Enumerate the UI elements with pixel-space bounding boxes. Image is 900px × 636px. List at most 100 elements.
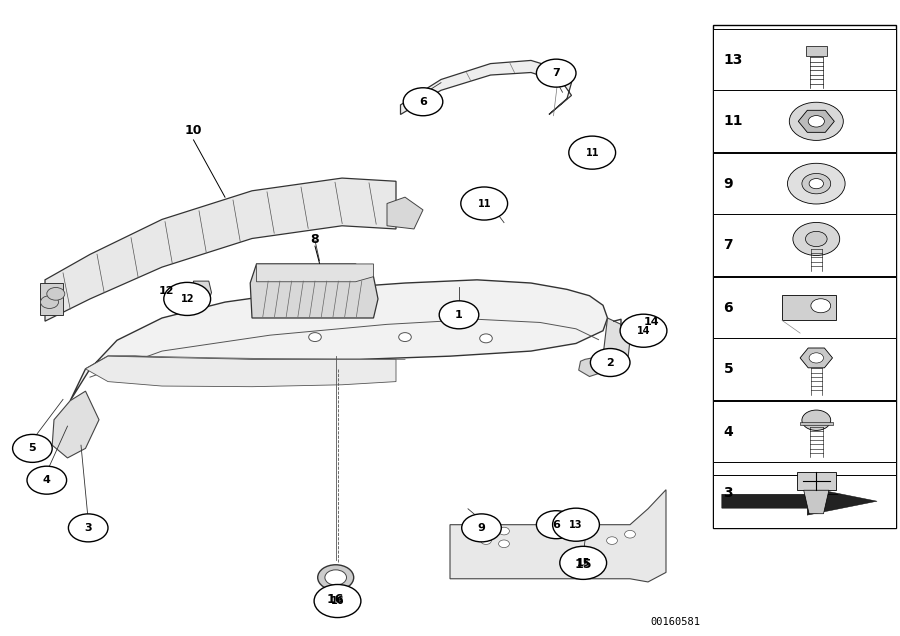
Circle shape <box>560 546 607 579</box>
Circle shape <box>13 434 52 462</box>
Polygon shape <box>45 178 396 321</box>
Text: 6: 6 <box>553 520 560 530</box>
Circle shape <box>439 301 479 329</box>
Circle shape <box>808 116 824 127</box>
Text: 5: 5 <box>724 363 733 377</box>
Bar <box>713 29 896 90</box>
Circle shape <box>811 299 831 313</box>
Circle shape <box>481 537 491 544</box>
Circle shape <box>499 540 509 548</box>
Circle shape <box>625 530 635 538</box>
Text: 00160581: 00160581 <box>650 617 700 627</box>
Polygon shape <box>256 264 374 282</box>
Circle shape <box>569 136 616 169</box>
Circle shape <box>318 565 354 590</box>
Text: 15: 15 <box>574 558 592 570</box>
Circle shape <box>47 287 65 300</box>
Circle shape <box>325 570 346 585</box>
Circle shape <box>806 232 827 247</box>
Text: 11: 11 <box>586 148 599 158</box>
Text: 4: 4 <box>43 475 50 485</box>
Text: 12: 12 <box>180 294 194 304</box>
Bar <box>713 214 896 276</box>
Text: 1: 1 <box>455 310 463 320</box>
Bar <box>713 401 896 463</box>
Polygon shape <box>387 197 423 229</box>
Bar <box>713 475 896 528</box>
Circle shape <box>499 527 509 535</box>
Circle shape <box>536 59 576 87</box>
Text: 6: 6 <box>724 301 733 315</box>
Text: 3: 3 <box>724 487 733 501</box>
Circle shape <box>68 514 108 542</box>
Text: 7: 7 <box>553 68 560 78</box>
Bar <box>782 295 836 321</box>
Text: 16: 16 <box>327 593 345 605</box>
Text: 13: 13 <box>569 520 583 530</box>
Text: 12: 12 <box>159 286 175 296</box>
Circle shape <box>27 466 67 494</box>
Bar <box>800 422 832 425</box>
Polygon shape <box>603 318 630 369</box>
Text: 14: 14 <box>637 326 650 336</box>
Circle shape <box>309 333 321 342</box>
Polygon shape <box>70 280 608 401</box>
Polygon shape <box>250 264 378 318</box>
Text: 9: 9 <box>724 177 733 191</box>
Circle shape <box>480 334 492 343</box>
Circle shape <box>553 508 599 541</box>
Circle shape <box>462 514 501 542</box>
Text: 6: 6 <box>419 97 427 107</box>
Polygon shape <box>400 60 572 114</box>
Text: 15: 15 <box>577 558 590 568</box>
Circle shape <box>461 187 508 220</box>
Circle shape <box>403 88 443 116</box>
Text: 4: 4 <box>724 425 733 439</box>
Polygon shape <box>40 283 63 315</box>
Polygon shape <box>192 281 211 300</box>
Text: 3: 3 <box>85 523 92 533</box>
Bar <box>713 462 896 524</box>
Bar <box>713 338 896 401</box>
Circle shape <box>590 349 630 377</box>
Polygon shape <box>804 490 829 514</box>
Circle shape <box>788 163 845 204</box>
Circle shape <box>789 102 843 141</box>
Text: 5: 5 <box>29 443 36 453</box>
Circle shape <box>802 410 831 431</box>
Circle shape <box>809 179 824 189</box>
Circle shape <box>314 584 361 618</box>
Text: 11: 11 <box>724 114 743 128</box>
Bar <box>713 25 896 528</box>
Text: 2: 2 <box>607 357 614 368</box>
Circle shape <box>620 314 667 347</box>
Bar <box>713 153 896 215</box>
Circle shape <box>802 174 831 194</box>
Bar <box>713 277 896 339</box>
Text: 8: 8 <box>310 233 320 246</box>
Text: 13: 13 <box>724 53 743 67</box>
Polygon shape <box>579 356 608 377</box>
Text: 11: 11 <box>478 198 491 209</box>
Text: 9: 9 <box>478 523 485 533</box>
Circle shape <box>164 282 211 315</box>
Circle shape <box>793 223 840 256</box>
Circle shape <box>536 511 576 539</box>
Polygon shape <box>450 490 666 582</box>
Bar <box>806 46 827 56</box>
Polygon shape <box>722 487 878 515</box>
Polygon shape <box>800 348 832 368</box>
Text: 10: 10 <box>184 124 202 137</box>
Polygon shape <box>798 110 834 132</box>
Bar <box>796 473 836 490</box>
Text: 14: 14 <box>644 317 659 328</box>
Circle shape <box>40 296 58 308</box>
Text: 16: 16 <box>331 596 344 606</box>
Circle shape <box>399 333 411 342</box>
Circle shape <box>809 353 824 363</box>
Polygon shape <box>52 391 99 458</box>
Text: 7: 7 <box>724 238 733 252</box>
Bar <box>713 90 896 152</box>
Circle shape <box>607 537 617 544</box>
Polygon shape <box>86 356 396 387</box>
